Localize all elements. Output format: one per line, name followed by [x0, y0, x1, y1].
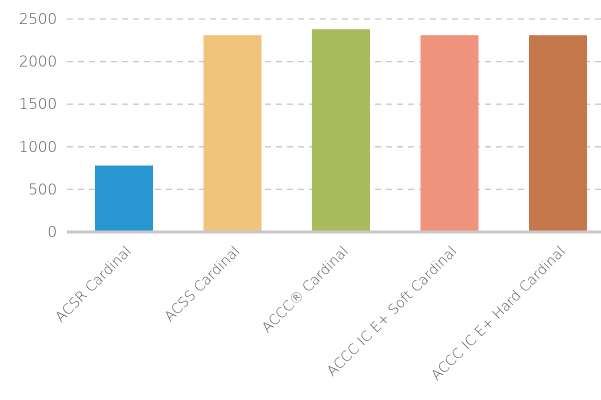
y-tick-label: 1000	[19, 138, 57, 156]
y-tick-label: 2500	[19, 10, 57, 28]
y-axis-ticks: 0 500 1000 1500 2000 2500	[19, 10, 57, 241]
x-category-label: ACCC IC E+ Soft Cardinal	[324, 244, 460, 380]
bar-3	[420, 35, 479, 232]
bar-2	[312, 29, 370, 233]
bar-0	[95, 165, 153, 232]
y-tick-label: 0	[47, 223, 57, 241]
y-tick-label: 2000	[19, 53, 57, 71]
x-category-label: ACCC® Cardinal	[259, 244, 352, 337]
y-tick-label: 500	[28, 180, 57, 198]
x-category-label: ACSS Cardinal	[162, 244, 244, 326]
y-tick-label: 1500	[19, 95, 57, 113]
bar-4	[529, 35, 587, 232]
bar-1	[203, 35, 262, 232]
bars	[95, 29, 587, 233]
x-category-label: ACSR Cardinal	[53, 244, 135, 326]
x-axis-labels: ACSR Cardinal ACSS Cardinal ACCC® Cardinal…	[53, 244, 569, 384]
